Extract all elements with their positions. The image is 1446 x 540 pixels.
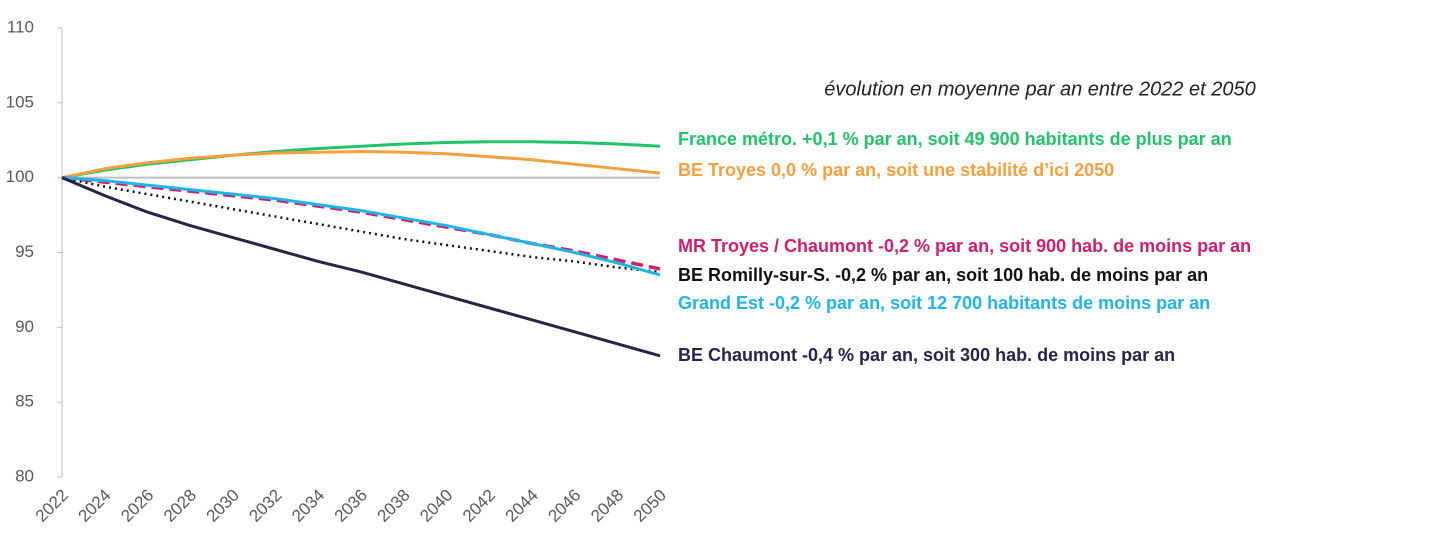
x-tick-label: 2022 [32,486,72,526]
series-line [61,176,661,274]
series-line [61,175,661,271]
series-line [61,140,661,180]
x-tick-label: 2036 [331,486,371,526]
y-tick-label: 90 [15,317,34,336]
x-tick-label: 2040 [416,486,456,526]
series-label: France métro. +0,1 % par an, soit 49 900… [678,129,1232,149]
x-tick-label: 2032 [245,486,285,526]
series-label: BE Troyes 0,0 % par an, soit une stabili… [678,160,1114,180]
series-line [61,176,661,277]
annotation: évolution en moyenne par an entre 2022 e… [824,78,1255,100]
x-tick-label: 2024 [75,486,115,526]
y-tick-label: 85 [15,392,34,411]
x-tick-label: 2048 [587,486,627,526]
x-tick-label: 2034 [288,486,328,526]
series-label: BE Romilly-sur-S. -0,2 % par an, soit 10… [678,265,1208,285]
x-tick-label: 2042 [459,486,499,526]
series-line [61,176,661,358]
series-label: Grand Est -0,2 % par an, soit 12 700 hab… [678,293,1210,313]
x-tick-label: 2030 [203,486,243,526]
y-tick-label: 105 [6,92,34,111]
x-tick-label: 2026 [117,486,157,526]
y-tick-label: 110 [7,17,34,36]
series-line [61,149,661,180]
x-tick-label: 2028 [160,486,200,526]
series-label: MR Troyes / Chaumont -0,2 % par an, soit… [678,236,1251,256]
y-tick-label: 100 [6,167,34,186]
x-tick-label: 2038 [374,486,414,526]
x-tick-label: 2044 [502,486,542,526]
x-tick-label: 2050 [630,486,670,526]
x-tick-label: 2046 [544,486,584,526]
y-tick-label: 95 [15,242,34,261]
series-label: BE Chaumont -0,4 % par an, soit 300 hab.… [678,345,1175,365]
y-tick-label: 80 [15,466,34,485]
